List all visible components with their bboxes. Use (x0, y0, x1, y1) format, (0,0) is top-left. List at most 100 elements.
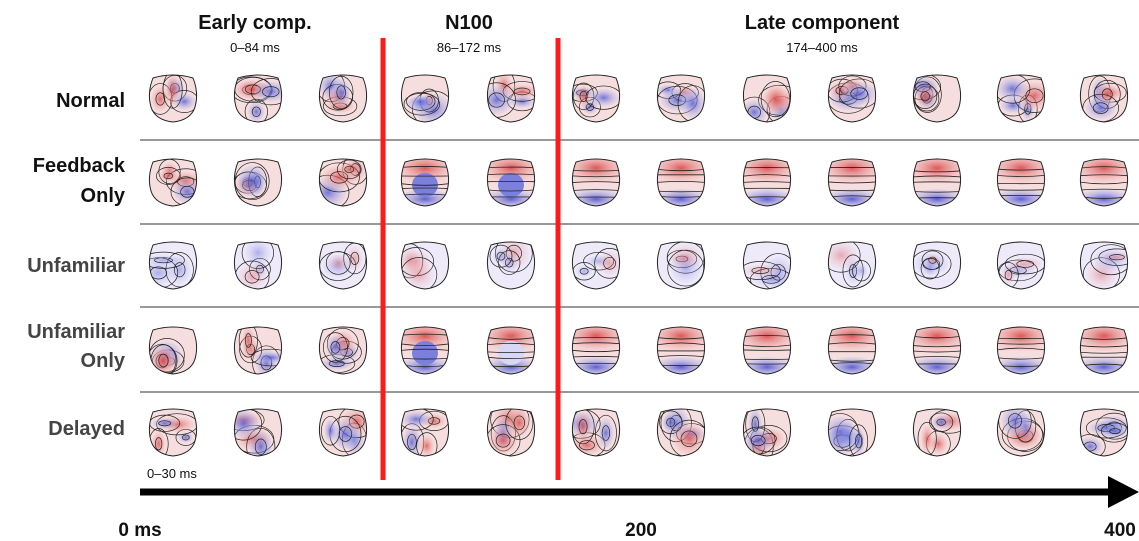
contour-line (336, 159, 362, 180)
contour-line (850, 87, 868, 100)
topomap-positive (159, 170, 178, 182)
topomap (572, 327, 620, 374)
contour-line (401, 257, 438, 289)
contour-line (244, 269, 260, 284)
topomap-outline (1079, 408, 1129, 457)
topomap-outline (486, 241, 536, 290)
contour-line (234, 162, 270, 201)
topomap (487, 409, 535, 456)
topomap-negative (498, 341, 524, 365)
contour-line (585, 85, 620, 110)
topomap-positive (340, 163, 359, 176)
contour-line (579, 90, 588, 102)
topomap (319, 409, 367, 456)
contour-line (601, 425, 611, 441)
row-label-unfamiliar-only-2: Only (81, 350, 126, 372)
contour-line (158, 420, 172, 427)
topomap-outline (656, 158, 706, 207)
topomap (149, 409, 197, 456)
topomap (487, 159, 535, 206)
topomap-outline (486, 408, 536, 457)
header-early: Early comp. 0–84 ms (198, 12, 311, 55)
topomap-positive (419, 435, 435, 456)
topomap-outline (148, 408, 198, 457)
topomap-negative (412, 341, 438, 365)
arrow-head (1108, 476, 1139, 508)
contour-line (330, 171, 349, 184)
contour-line (913, 76, 942, 113)
topomap-negative (743, 100, 767, 122)
topomap-outline (1079, 74, 1129, 123)
topomap-outline (571, 408, 621, 457)
topomap-outline (318, 408, 368, 457)
topomap (401, 327, 449, 374)
topomap-negative (326, 335, 345, 360)
contour-line (828, 242, 861, 273)
contour-line (751, 267, 770, 274)
topomap (913, 75, 961, 122)
topomap (657, 242, 705, 289)
topomap (1080, 242, 1128, 289)
contour-line (162, 75, 183, 109)
topomap-positive (576, 86, 591, 107)
topomap (828, 242, 876, 289)
topomap-outline (233, 158, 283, 207)
topomap-positive (506, 84, 535, 99)
contour-line (594, 414, 617, 452)
topomap-base (913, 409, 961, 456)
topomap-outline (827, 326, 877, 375)
topomap-outline (827, 158, 877, 207)
topomap (487, 242, 535, 289)
contour-line (155, 92, 166, 106)
topomap-positive (242, 327, 255, 355)
topomap (1080, 159, 1128, 206)
contour-line (488, 92, 505, 108)
topomap-positive (1101, 251, 1128, 263)
topomap (572, 75, 620, 122)
row-label-feedback: Feedback (33, 155, 126, 177)
topomap (234, 75, 282, 122)
contour-line (1092, 102, 1109, 114)
topomap-negative (1085, 97, 1116, 119)
topomap-outline (742, 74, 792, 123)
topomap-outline (233, 408, 283, 457)
contour-line (416, 432, 438, 456)
contour-line (163, 172, 174, 180)
contour-line (250, 348, 282, 367)
topomap-negative (492, 248, 509, 265)
topomap-negative (662, 413, 680, 431)
contour-line (1025, 88, 1044, 103)
contour-line (156, 167, 181, 185)
topomap (234, 242, 282, 289)
topomap-outline (912, 408, 962, 457)
topomap (743, 409, 791, 456)
contour-line (838, 78, 876, 109)
contour-line (350, 251, 360, 265)
topomap-negative (173, 93, 196, 110)
topomap-positive (572, 327, 620, 351)
topomap-outline (571, 158, 621, 207)
contour-line (489, 244, 513, 268)
contour-line (1090, 244, 1128, 276)
topomap-negative (178, 432, 193, 443)
contour-line (594, 247, 620, 279)
topomap-positive (657, 327, 705, 351)
topomap-outline (571, 74, 621, 123)
contour-line (154, 257, 173, 264)
contour-line (401, 409, 434, 431)
topomap-negative (855, 263, 868, 278)
topomap-positive (597, 251, 620, 276)
contour-line (505, 409, 534, 440)
topomap (828, 159, 876, 206)
topomap-negative (842, 81, 876, 106)
contour-line (852, 260, 871, 282)
contour-line (407, 433, 417, 450)
topomap-outline (827, 241, 877, 290)
topomap (657, 75, 705, 122)
contour-line (158, 353, 169, 368)
topomap (828, 75, 876, 122)
topomap-negative (149, 255, 182, 266)
topomap-positive (489, 427, 518, 454)
contour-line (336, 85, 346, 100)
